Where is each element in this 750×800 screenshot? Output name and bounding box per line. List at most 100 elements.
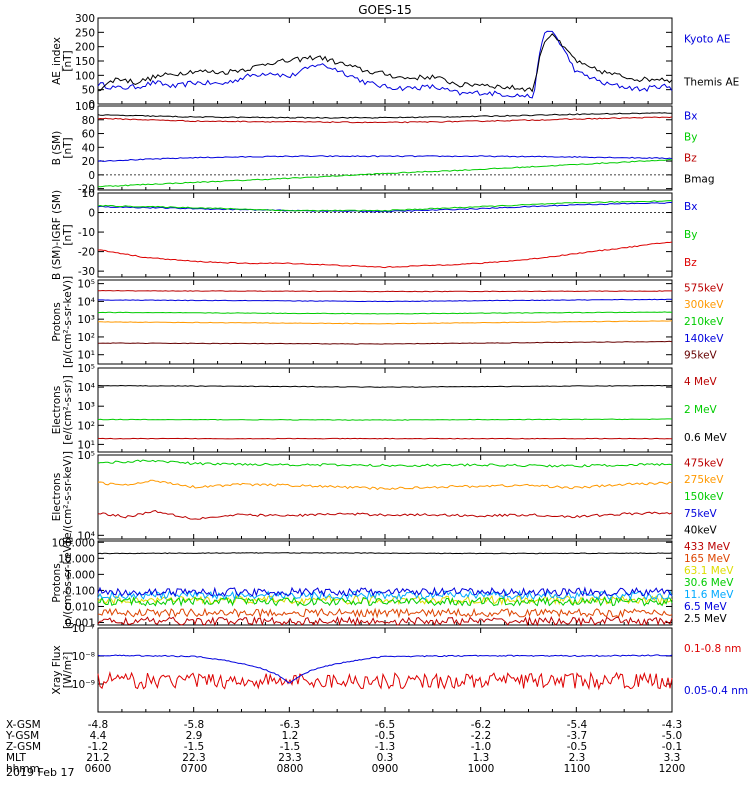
orbit-value: 22.3 [182, 752, 205, 764]
y-tick-label: 0 [88, 170, 95, 182]
panel-protons-low: 10¹ 10² 10³ 10⁴ 10⁵Protons[p/(cm²-s-sr-keV)]… [51, 276, 724, 368]
orbit-value: -5.8 [184, 719, 205, 731]
y-tick-label: 10³ [77, 314, 95, 326]
orbit-value: 4.4 [90, 730, 107, 742]
y-tick-label: -20 [78, 184, 95, 196]
series-line-165-mev [97, 607, 673, 619]
y-tick-label: 10² [77, 420, 95, 432]
legend-entry: 150keV [684, 491, 724, 503]
orbit-value: -1.3 [375, 741, 396, 753]
y-tick-label: -20 [78, 247, 95, 259]
series-line-bmag [97, 112, 672, 119]
orbit-row-label: Y-GSM [5, 730, 39, 742]
legend-entry: 275keV [684, 474, 724, 486]
y-tick-label: 100.000 [52, 537, 95, 549]
legend-entry: 140keV [684, 333, 724, 345]
y-tick-label: 10⁴ [77, 382, 95, 394]
legend-entry: Bx [684, 111, 697, 123]
y-tick-label: 20 [82, 156, 95, 168]
legend-entry: 40keV [684, 525, 718, 537]
orbit-value: -3.7 [567, 730, 588, 742]
legend-entry: 0.1-0.8 nm [684, 643, 741, 655]
series-line-475kev [97, 509, 673, 520]
series-line-150kev [97, 459, 673, 468]
orbit-value: 1200 [659, 763, 686, 775]
orbit-value: 2.3 [569, 752, 586, 764]
orbit-row-label: MLT [6, 752, 26, 764]
y-tick-label: 10⁵ [77, 279, 95, 291]
series-line-bz [97, 241, 673, 269]
orbit-value: -4.8 [88, 719, 109, 731]
y-axis-label: B (SM)[nT] [51, 131, 74, 165]
orbit-value: 0700 [181, 763, 208, 775]
legend-entry: 165 MeV [684, 553, 731, 565]
y-tick-label: 100 [75, 101, 95, 113]
y-tick-label: 10 [82, 188, 95, 200]
legend-entry: 95keV [684, 350, 718, 362]
orbit-value: -2.2 [471, 730, 492, 742]
legend-entry: 2 MeV [684, 404, 718, 416]
y-axis-label: Protons[p/(cm²-s-sr-keV)] [51, 537, 74, 629]
orbit-value: -6.2 [471, 719, 492, 731]
series-line-2-mev [97, 418, 673, 421]
legend-entry: 2.5 MeV [684, 613, 728, 625]
orbit-value: -0.5 [567, 741, 588, 753]
y-tick-label: 0 [88, 208, 95, 220]
y-tick-label: 10⁻⁹ [72, 679, 95, 691]
orbit-value: 3.3 [664, 752, 681, 764]
legend-entry: 30.6 MeV [684, 577, 734, 589]
orbit-value: 2.9 [186, 730, 203, 742]
legend-entry: By [684, 132, 697, 144]
legend-entry: Bz [684, 257, 697, 269]
series-line-by [97, 200, 673, 212]
orbit-value: -0.5 [375, 730, 396, 742]
series-line-bx [97, 155, 673, 162]
series-line-kyoto-ae [97, 30, 673, 99]
series-line-433-mev [97, 615, 673, 627]
series-line-0-6-mev [97, 384, 673, 388]
y-tick-label: 1.000 [65, 569, 95, 581]
orbit-row-label: Z-GSM [6, 741, 41, 753]
date-label: 2019 Feb 17 [6, 766, 74, 779]
y-tick-label: 80 [82, 115, 95, 127]
y-tick-label: 40 [82, 142, 95, 154]
y-tick-label: 10¹ [77, 350, 95, 362]
legend-entry: 63.1 MeV [684, 565, 734, 577]
y-tick-label: 150 [75, 56, 95, 68]
legend-entry: Bz [684, 153, 697, 165]
plot-frame [97, 192, 673, 278]
orbit-value: 0.3 [377, 752, 394, 764]
y-tick-label: 10⁵ [77, 450, 95, 462]
orbit-value: 1.3 [473, 752, 490, 764]
orbit-value: 0900 [372, 763, 399, 775]
orbit-row-label: hhmm [6, 763, 40, 775]
orbit-value: 1100 [564, 763, 591, 775]
y-axis-label: AE_index[nT] [51, 37, 74, 85]
plot-frame [97, 367, 673, 453]
orbit-value: -0.1 [662, 741, 683, 753]
legend-entry: Themis AE [683, 77, 739, 89]
y-tick-label: 10³ [77, 401, 95, 413]
plot-frame [97, 454, 673, 540]
legend-entry: Kyoto AE [684, 34, 730, 46]
orbit-value: 0600 [85, 763, 112, 775]
legend-entry: 0.6 MeV [684, 432, 728, 444]
y-tick-label: 300 [75, 13, 95, 25]
y-tick-label: 0 [88, 99, 95, 111]
orbit-value: -5.0 [662, 730, 683, 742]
y-tick-label: 0.001 [65, 618, 95, 630]
orbit-value: 21.2 [86, 752, 109, 764]
y-tick-label: 200 [75, 42, 95, 54]
y-axis-label: B (SM)-IGRF (SM)[nT] [51, 190, 74, 280]
orbit-value: -6.5 [375, 719, 396, 731]
series-line-275kev [97, 479, 673, 491]
y-tick-label: 10⁴ [77, 296, 95, 308]
y-tick-label: 10.000 [58, 553, 95, 565]
orbit-value: 1000 [468, 763, 495, 775]
legend-entry: By [684, 229, 697, 241]
series-line-6-5-mev [97, 586, 673, 598]
y-tick-label: 10⁵ [77, 363, 95, 375]
orbit-value: -1.5 [280, 741, 301, 753]
